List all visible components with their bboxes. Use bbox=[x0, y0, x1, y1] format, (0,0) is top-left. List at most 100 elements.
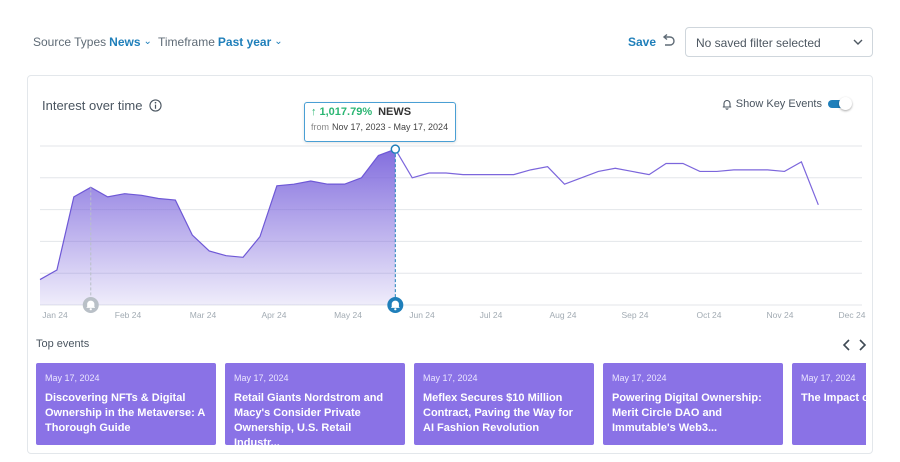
event-date: May 17, 2024 bbox=[612, 373, 667, 383]
event-headline: Discovering NFTs & Digital Ownership in … bbox=[45, 392, 205, 434]
data-point bbox=[276, 185, 278, 187]
event-card[interactable]: May 17, 2024 Retail Giants Nordstrom and… bbox=[225, 363, 405, 445]
x-tick-label: Mar 24 bbox=[190, 310, 217, 320]
bell-icon bbox=[86, 300, 95, 308]
tooltip-from-label: from bbox=[311, 122, 329, 132]
data-point bbox=[259, 236, 261, 238]
data-point bbox=[39, 279, 41, 281]
interest-chart: Jan 24 Feb 24 Mar 24 Apr 24 May 24 Jun 24 Jul … bbox=[39, 144, 866, 320]
event-date: May 17, 2024 bbox=[801, 373, 856, 383]
arrow-up-icon: ↑ bbox=[311, 106, 317, 118]
data-point bbox=[479, 174, 481, 176]
data-point bbox=[716, 170, 718, 172]
data-point bbox=[157, 197, 159, 199]
chevron-left-icon[interactable] bbox=[841, 338, 853, 352]
x-tick-label: Aug 24 bbox=[550, 310, 577, 320]
source-types-filter[interactable]: Source Types News ⌄ bbox=[33, 35, 152, 49]
x-tick-label: Sep 24 bbox=[622, 310, 649, 320]
show-key-events-label: Show Key Events bbox=[735, 98, 822, 110]
data-point bbox=[225, 255, 227, 257]
event-headline: Retail Giants Nordstrom and Macy's Consi… bbox=[234, 392, 384, 445]
data-point bbox=[174, 199, 176, 201]
tooltip-range-row: from Nov 17, 2023 - May 17, 2024 bbox=[311, 122, 449, 132]
data-point bbox=[800, 161, 802, 163]
data-point bbox=[445, 172, 447, 174]
chevron-down-icon bbox=[853, 39, 863, 45]
data-point bbox=[496, 174, 498, 176]
data-point bbox=[208, 250, 210, 252]
top-events-title: Top events bbox=[36, 338, 90, 350]
bell-clapper bbox=[89, 308, 92, 311]
data-point bbox=[327, 183, 329, 185]
data-point bbox=[428, 172, 430, 174]
data-point bbox=[564, 183, 566, 185]
saved-filter-select[interactable]: No saved filter selected bbox=[685, 27, 873, 57]
event-date: May 17, 2024 bbox=[45, 373, 100, 383]
timeframe-value: Past year bbox=[217, 35, 272, 49]
data-point bbox=[631, 170, 633, 172]
top-events-list: May 17, 2024 Discovering NFTs & Digital … bbox=[36, 363, 866, 447]
timeframe-filter[interactable]: Timeframe Past year ⌄ bbox=[158, 35, 283, 49]
chevron-down-icon: ⌄ bbox=[274, 35, 283, 47]
bell-clapper bbox=[394, 308, 397, 311]
event-card[interactable]: May 17, 2024 Meflex Secures $10 Million … bbox=[414, 363, 594, 445]
data-point bbox=[107, 196, 109, 198]
data-point bbox=[699, 170, 701, 172]
tooltip-source: NEWS bbox=[378, 106, 412, 118]
data-point bbox=[344, 183, 346, 185]
data-point bbox=[767, 169, 769, 171]
data-point bbox=[580, 177, 582, 179]
x-tick-label: Nov 24 bbox=[767, 310, 794, 320]
toggle-knob bbox=[839, 97, 852, 110]
data-point bbox=[665, 162, 667, 164]
tooltip-main-row: ↑ 1,017.79% NEWS bbox=[311, 106, 449, 118]
card-title: Interest over time bbox=[42, 98, 163, 113]
data-point bbox=[124, 193, 126, 195]
event-headline: Powering Digital Ownership: Merit Circle… bbox=[612, 392, 762, 434]
data-point bbox=[750, 169, 752, 171]
data-point bbox=[360, 177, 362, 179]
data-point bbox=[682, 162, 684, 164]
undo-icon[interactable] bbox=[660, 33, 676, 49]
x-tick-label: May 24 bbox=[334, 310, 362, 320]
key-events-toggle[interactable] bbox=[828, 97, 852, 110]
tooltip-range: Nov 17, 2023 - May 17, 2024 bbox=[332, 122, 449, 132]
x-tick-label: Jan 24 bbox=[42, 310, 68, 320]
bell-icon bbox=[722, 100, 731, 110]
data-point bbox=[783, 170, 785, 172]
event-headline: Meflex Secures $10 Million Contract, Pav… bbox=[423, 392, 573, 434]
chevron-right-icon[interactable] bbox=[856, 338, 868, 352]
event-card[interactable]: May 17, 2024 Powering Digital Ownership:… bbox=[603, 363, 783, 445]
highlighted-point bbox=[390, 144, 401, 154]
series-line bbox=[394, 148, 819, 206]
event-date: May 17, 2024 bbox=[234, 373, 289, 383]
data-point bbox=[733, 169, 735, 171]
series-area bbox=[40, 149, 396, 305]
event-card[interactable]: May 17, 2024 Discovering NFTs & Digital … bbox=[36, 363, 216, 445]
source-types-value: News bbox=[109, 35, 141, 49]
x-tick-label: Dec 24 bbox=[839, 310, 866, 320]
data-point bbox=[191, 234, 193, 236]
series-line-highlighted bbox=[39, 148, 396, 281]
filter-bar: Source Types News ⌄ Timeframe Past year … bbox=[0, 0, 900, 80]
data-point bbox=[547, 166, 549, 168]
data-point bbox=[242, 256, 244, 258]
save-button[interactable]: Save bbox=[628, 35, 657, 49]
x-tick-label: Apr 24 bbox=[261, 310, 286, 320]
data-point bbox=[411, 177, 413, 179]
data-point bbox=[597, 170, 599, 172]
timeframe-label: Timeframe bbox=[158, 35, 215, 49]
tooltip-percent: 1,017.79% bbox=[319, 106, 373, 118]
data-point bbox=[648, 174, 650, 176]
info-icon[interactable] bbox=[149, 99, 163, 112]
event-card[interactable]: May 17, 2024 The Impact o on Social Me bbox=[792, 363, 866, 445]
data-point bbox=[73, 196, 75, 198]
card-title-text: Interest over time bbox=[42, 98, 143, 113]
data-point bbox=[462, 174, 464, 176]
source-types-label: Source Types bbox=[33, 35, 107, 49]
data-point bbox=[293, 183, 295, 185]
data-point bbox=[513, 174, 515, 176]
chart-tooltip: ↑ 1,017.79% NEWS from Nov 17, 2023 - May … bbox=[304, 102, 456, 142]
data-point bbox=[530, 169, 532, 171]
chevron-down-icon: ⌄ bbox=[143, 35, 152, 47]
